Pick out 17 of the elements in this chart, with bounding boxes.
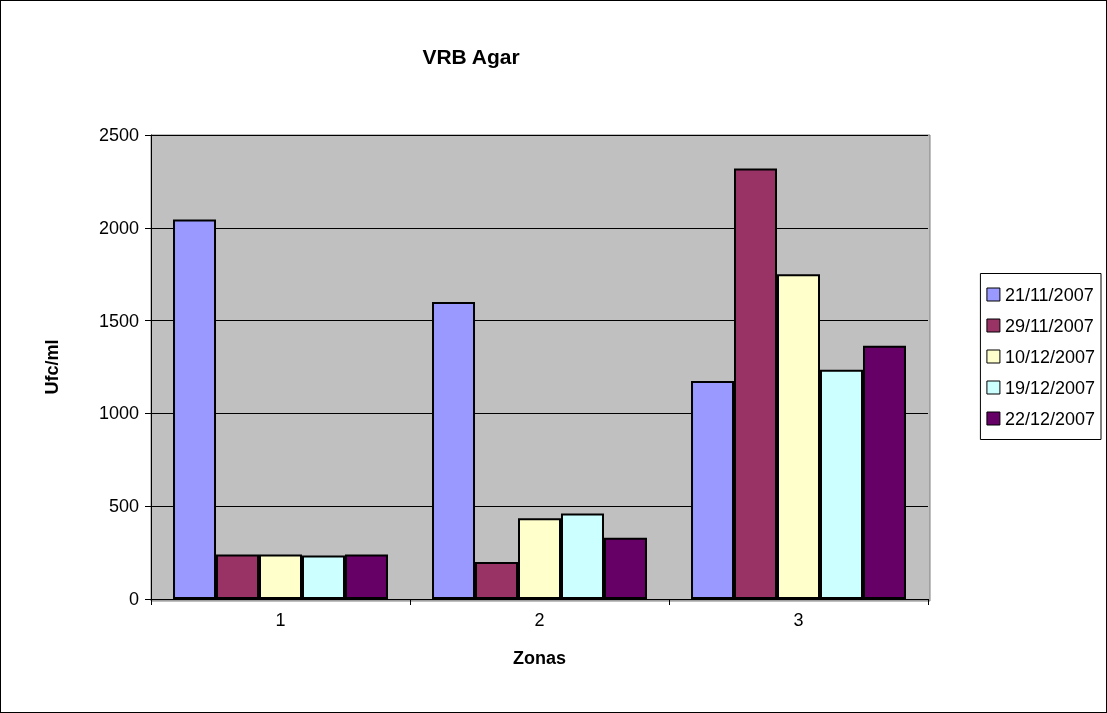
y-axis-title: Ufc/ml: [42, 339, 62, 395]
chart-title: VRB Agar: [422, 45, 520, 68]
legend-label: 19/12/2007: [1004, 377, 1096, 398]
y-tick-label: 0: [128, 589, 139, 609]
legend-label: 21/11/2007: [1004, 284, 1094, 305]
y-tick-label: 2500: [98, 125, 139, 145]
x-tick-label: 1: [275, 610, 286, 630]
y-tick-label: 500: [108, 496, 139, 517]
y-tick-label: 1500: [98, 310, 139, 331]
legend-label: 22/12/2007: [1004, 408, 1096, 429]
x-axis-title: Zonas: [512, 648, 567, 668]
legend-label: 29/11/2007: [1004, 315, 1094, 336]
y-tick-label: 2000: [98, 217, 139, 238]
y-tick-label: 1000: [98, 403, 139, 424]
x-tick-label: 2: [534, 610, 545, 630]
x-tick-label: 3: [793, 610, 804, 630]
legend-label: 10/12/2007: [1004, 346, 1096, 367]
